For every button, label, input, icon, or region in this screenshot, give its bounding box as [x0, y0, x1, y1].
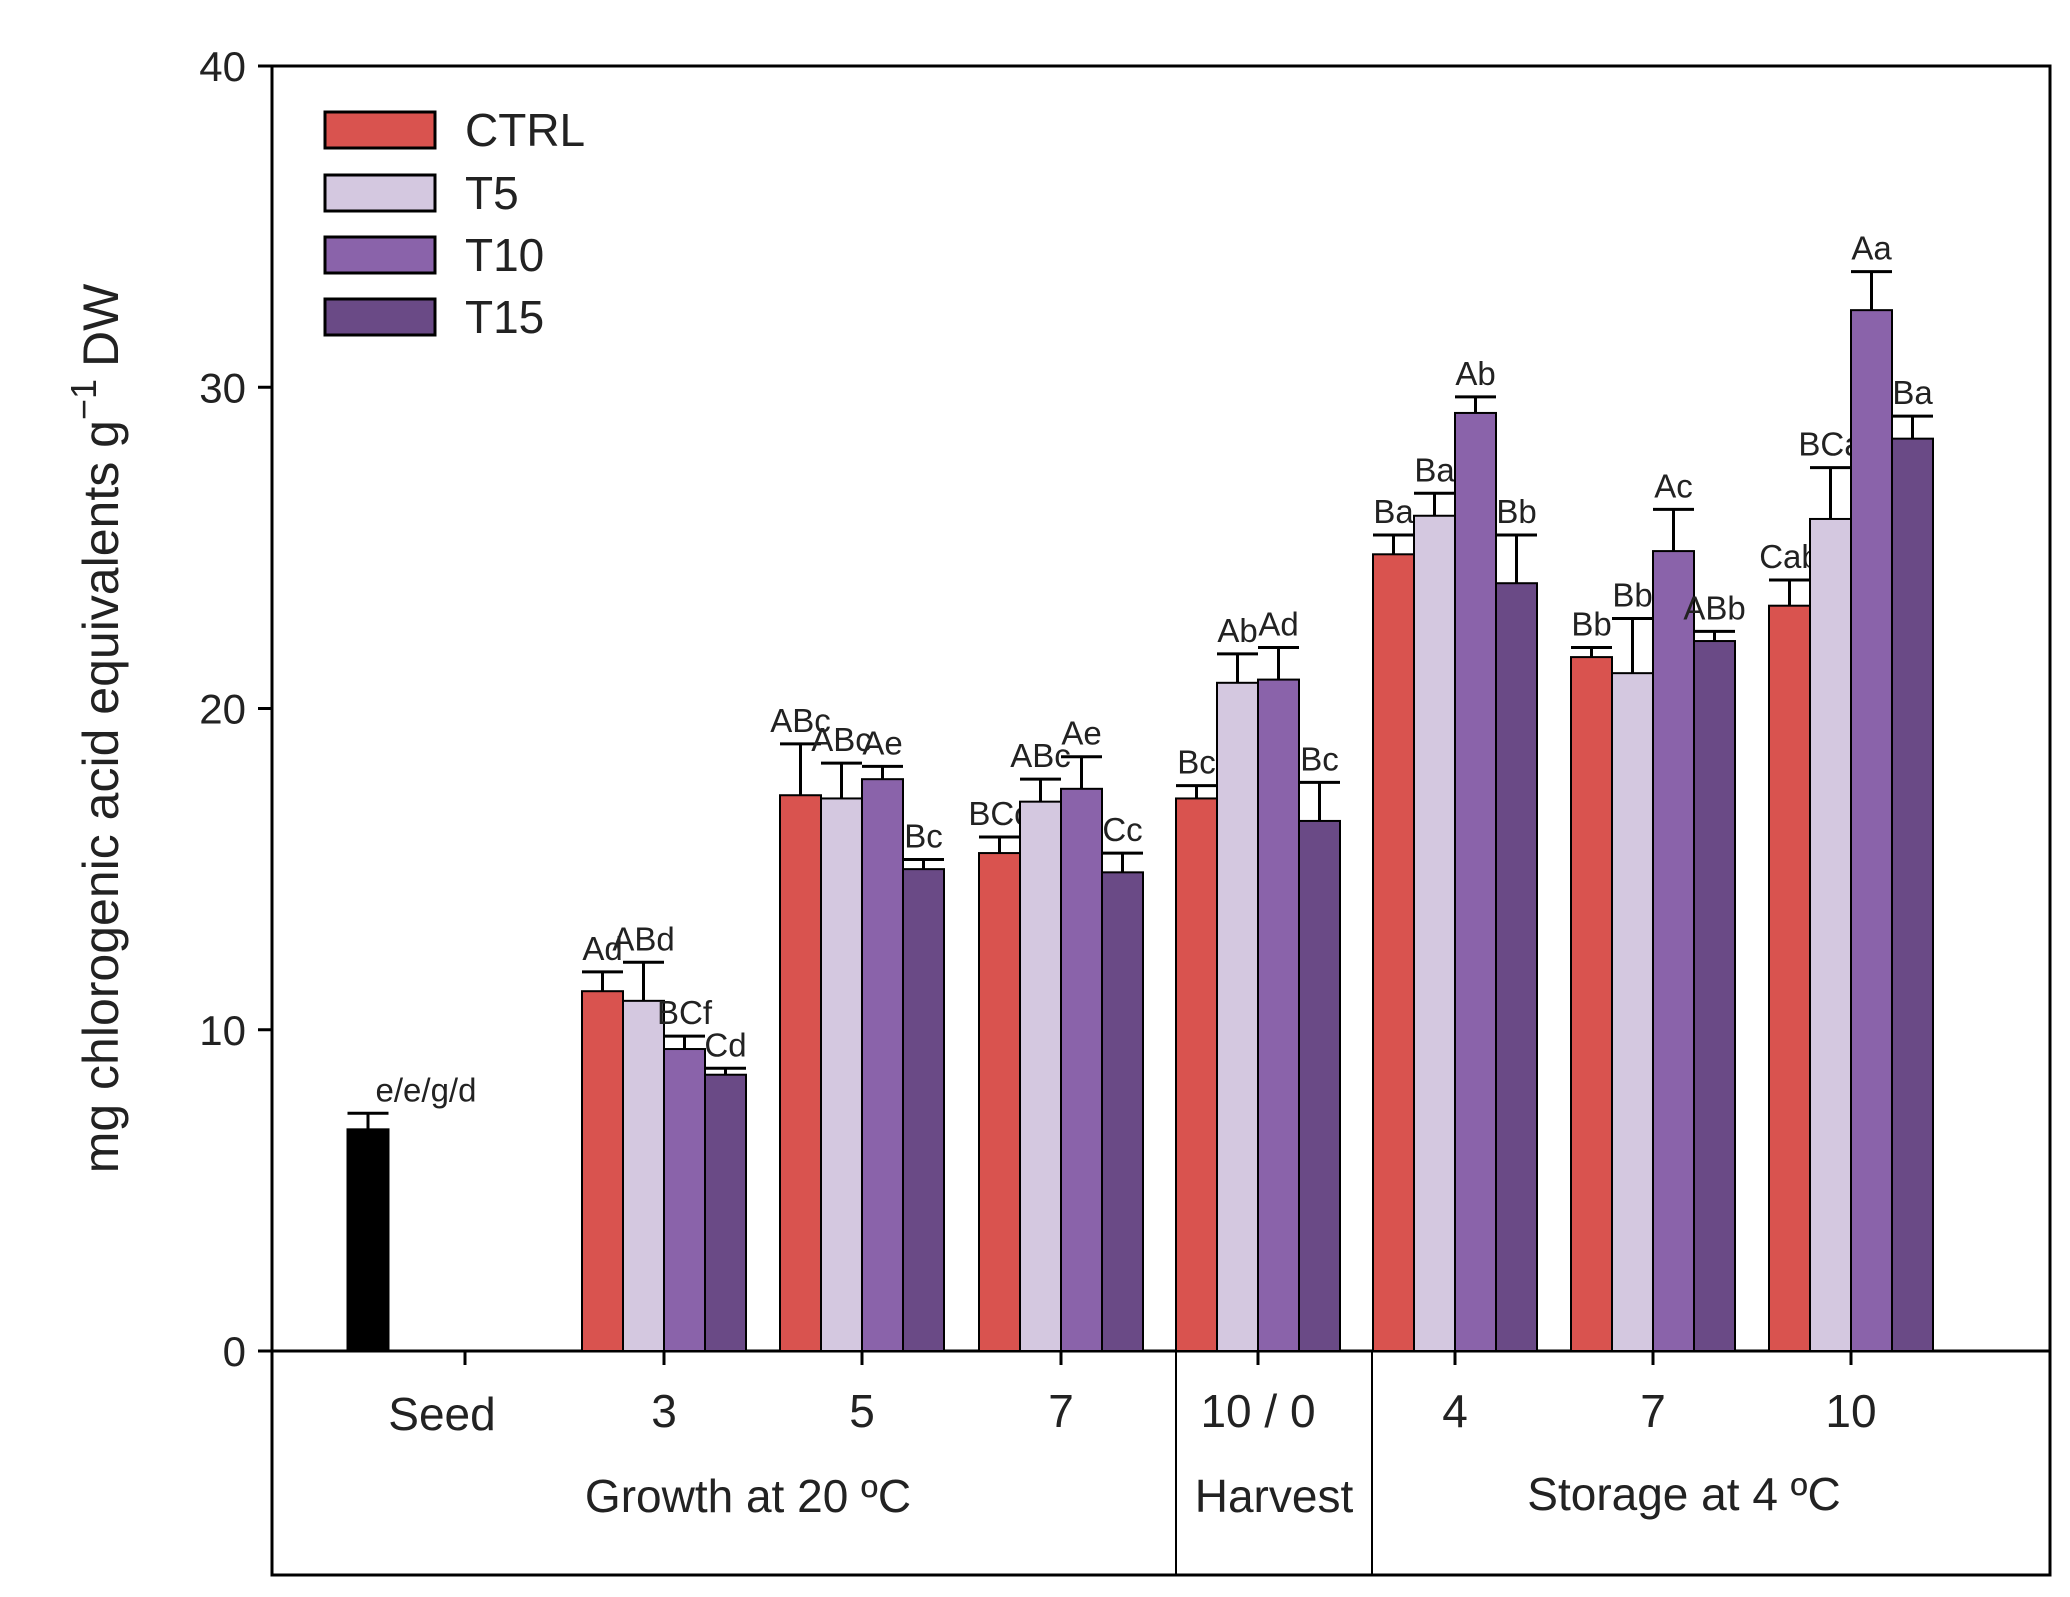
- x-category-label: 4: [1442, 1385, 1468, 1437]
- bar-t15: [1101, 871, 1144, 1353]
- bar-t5: [1809, 517, 1852, 1352]
- y-tick-label: 30: [199, 364, 246, 411]
- bar-t5: [820, 797, 863, 1352]
- legend-swatch-t10: [323, 235, 437, 275]
- bar-ctrl: [1372, 553, 1415, 1352]
- significance-label: Ae: [862, 724, 902, 761]
- x-category-label: 7: [1640, 1385, 1666, 1437]
- significance-label: Bb: [1612, 577, 1652, 614]
- legend-swatch-t15: [323, 297, 437, 337]
- significance-label: ABc: [770, 702, 831, 739]
- significance-label: Ad: [582, 930, 622, 967]
- bar-ctrl: [978, 852, 1021, 1352]
- x-category-label: 10: [1825, 1385, 1876, 1437]
- y-axis-label: mg chlorogenic acid equivalents g−1DW: [63, 283, 129, 1173]
- plot-frame: [270, 64, 2052, 1577]
- bar-ctrl: [779, 794, 822, 1352]
- seed-significance-label: e/e/g/d: [376, 1071, 477, 1108]
- bar-t10: [1850, 309, 1893, 1352]
- legend-swatch-t5: [323, 173, 437, 213]
- plot-area: 0 10 20 30 40 mg chlorogenic acid equivalents…: [63, 43, 2052, 1577]
- significance-label: Bb: [1496, 493, 1536, 530]
- significance-label: Cd: [704, 1026, 746, 1063]
- significance-label: Bb: [1571, 605, 1611, 642]
- bar-t10: [1652, 550, 1695, 1352]
- bar-ctrl: [1570, 656, 1613, 1352]
- bar-t5: [1019, 800, 1062, 1352]
- bar-t5: [1413, 514, 1456, 1352]
- bar-t10: [1454, 411, 1497, 1352]
- significance-label: ABc: [1010, 737, 1071, 774]
- x-category-label: 3: [651, 1385, 677, 1437]
- section-label: Growth at 20 ºC: [585, 1470, 911, 1522]
- x-category-label: 5: [849, 1385, 875, 1437]
- bar-t15: [1298, 819, 1341, 1352]
- legend-label-t5: T5: [465, 167, 519, 219]
- significance-label: Bc: [904, 817, 943, 854]
- legend-label-t15: T15: [465, 291, 544, 343]
- bar-ctrl: [581, 990, 624, 1352]
- section-label: Storage at 4 ºC: [1527, 1468, 1840, 1520]
- seed-bar: [346, 1128, 390, 1353]
- y-tick-label: 40: [199, 43, 246, 90]
- bar-t10: [1060, 787, 1103, 1352]
- significance-label: Ba: [1892, 374, 1933, 411]
- x-category-label: Seed: [388, 1388, 495, 1440]
- bar-t5: [1216, 681, 1259, 1352]
- bar-ctrl: [1175, 797, 1218, 1352]
- bar-t10: [663, 1048, 706, 1353]
- y-tick-label: 10: [199, 1007, 246, 1054]
- legend-label-t10: T10: [465, 229, 544, 281]
- significance-label: ABb: [1683, 589, 1745, 626]
- bar-t15: [1891, 437, 1934, 1352]
- significance-label: ABc: [811, 721, 872, 758]
- significance-label: Ac: [1654, 467, 1693, 504]
- y-tick-label: 20: [199, 686, 246, 733]
- bar-t15: [902, 868, 945, 1352]
- significance-label: Bc: [1177, 744, 1216, 781]
- bar-t5: [1611, 672, 1654, 1352]
- bar-t15: [1495, 582, 1538, 1352]
- bar-t5: [622, 999, 665, 1353]
- significance-label: ABd: [612, 920, 674, 957]
- significance-label: Aa: [1851, 230, 1892, 267]
- significance-label: Ae: [1061, 715, 1101, 752]
- x-category-label: 10 / 0: [1200, 1385, 1315, 1437]
- legend-swatch-ctrl: [323, 110, 437, 150]
- significance-label: Bc: [1300, 740, 1339, 777]
- significance-label: Cc: [1102, 811, 1142, 848]
- section-label: Harvest: [1195, 1470, 1354, 1522]
- bar-t15: [1693, 640, 1736, 1352]
- bar-t15: [704, 1073, 747, 1352]
- significance-label: Ba: [1373, 493, 1414, 530]
- significance-label: Ba: [1414, 451, 1455, 488]
- significance-label: Ab: [1455, 355, 1495, 392]
- bar-t10: [861, 778, 904, 1352]
- bar-t10: [1257, 678, 1300, 1352]
- significance-label: Ad: [1258, 605, 1298, 642]
- x-category-label: 7: [1048, 1385, 1074, 1437]
- significance-label: Ab: [1217, 612, 1257, 649]
- bar-ctrl: [1768, 604, 1811, 1352]
- significance-label: BCf: [657, 994, 713, 1031]
- y-tick-label: 0: [223, 1328, 246, 1375]
- legend-label-ctrl: CTRL: [465, 104, 585, 156]
